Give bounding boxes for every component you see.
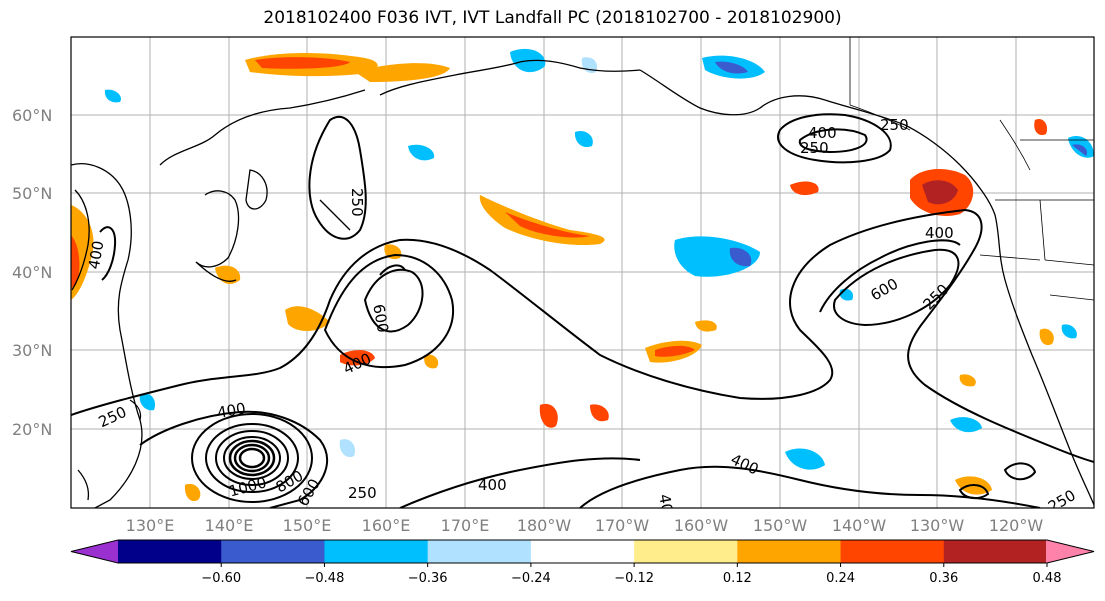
colorbar-tick-label: −0.12 xyxy=(614,571,654,586)
contour-label: 400 xyxy=(478,476,507,494)
lon-label: 170°E xyxy=(441,516,490,535)
colorbar-tick-label: 0.48 xyxy=(1033,571,1062,586)
colorbar-swatch xyxy=(427,540,532,563)
colorbar-tick-label: 0.36 xyxy=(929,571,958,586)
lon-label: 130°W xyxy=(910,516,965,535)
contour-label: 400 xyxy=(808,124,837,142)
colorbar xyxy=(70,539,1095,564)
colorbar-outline xyxy=(70,539,1095,564)
lon-label: 140°W xyxy=(832,516,887,535)
lon-label: 140°E xyxy=(205,516,254,535)
lat-label: 50°N xyxy=(12,184,52,203)
lat-label: 20°N xyxy=(12,420,52,439)
lon-label: 170°W xyxy=(595,516,650,535)
colorbar-swatch xyxy=(221,540,326,563)
lon-label: 180°W xyxy=(517,516,572,535)
contour-label: 400 xyxy=(85,239,108,270)
latitude-labels: 60°N 50°N 40°N 30°N 20°N xyxy=(12,106,52,439)
colorbar-swatch xyxy=(840,540,945,563)
colorbar-swatch xyxy=(324,540,429,563)
lat-label: 30°N xyxy=(12,341,52,360)
contour-label: 250 xyxy=(800,139,829,157)
colorbar-tick-label: −0.60 xyxy=(201,571,241,586)
cyclone-contours xyxy=(191,413,313,503)
ivt-contours xyxy=(71,113,1094,508)
contour-label: 400 xyxy=(216,399,247,422)
contour-label: 250 xyxy=(348,484,377,502)
lon-label: 150°W xyxy=(753,516,808,535)
colorbar-swatch xyxy=(530,540,635,563)
lon-label: 130°E xyxy=(126,516,175,535)
colorbar-tick-label: −0.24 xyxy=(511,571,551,586)
lon-label: 120°W xyxy=(989,516,1044,535)
lat-label: 40°N xyxy=(12,263,52,282)
colorbar-swatch xyxy=(634,540,738,563)
colorbar-extend-low xyxy=(71,540,119,563)
lat-label: 60°N xyxy=(12,106,52,125)
map-frame xyxy=(70,36,1095,509)
map-title: 2018102400 F036 IVT, IVT Landfall PC (20… xyxy=(263,8,842,28)
colorbar-tick-labels: −0.60 −0.48 −0.36 −0.24 −0.12 0.12 0.24 0.36 0.4… xyxy=(201,563,1062,586)
colorbar-tick-label: −0.36 xyxy=(408,571,448,586)
colorbar-swatch xyxy=(943,540,1048,563)
lon-label: 160°W xyxy=(674,516,729,535)
contour-label: 250 xyxy=(348,188,366,217)
political-borders xyxy=(849,37,1094,301)
colorbar-swatch xyxy=(737,540,842,563)
contour-label: 250 xyxy=(880,116,909,134)
lon-label: 160°E xyxy=(362,516,411,535)
colorbar-extend-high xyxy=(1046,540,1094,563)
lon-label: 150°E xyxy=(283,516,332,535)
colorbar-swatch xyxy=(118,540,222,563)
colorbar-tick-label: 0.24 xyxy=(826,571,855,586)
contour-label: 600 xyxy=(369,303,392,334)
contour-label: 400 xyxy=(925,224,954,242)
colorbar-tick-label: −0.48 xyxy=(305,571,345,586)
contour-label: 400 xyxy=(655,493,678,524)
contour-labels: 400 250 250 250 400 600 400 600 400 250 … xyxy=(85,116,1079,524)
colorbar-tick-label: 0.12 xyxy=(723,571,752,586)
longitude-labels: 130°E 140°E 150°E 160°E 170°E 180°W 170°… xyxy=(126,516,1044,535)
coastlines xyxy=(71,59,1094,508)
